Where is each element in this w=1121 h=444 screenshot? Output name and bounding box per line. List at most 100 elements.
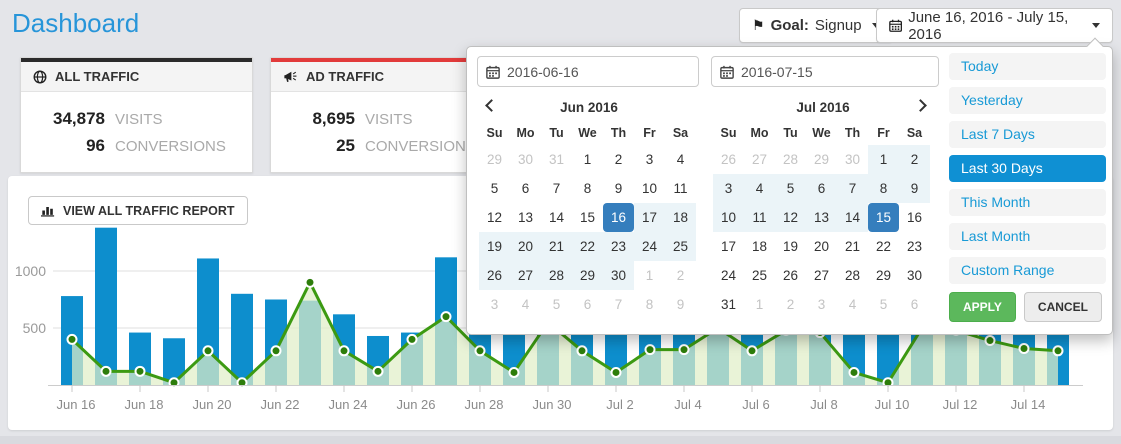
day-cell[interactable]: 8	[645, 297, 654, 312]
goal-dropdown[interactable]: ⚑ Goal: Signup	[739, 8, 893, 43]
day-cell[interactable]: 12	[486, 210, 503, 225]
date-range-dropdown[interactable]: June 16, 2016 - July 15, 2016	[876, 8, 1113, 43]
day-cell[interactable]: 2	[899, 145, 930, 174]
point-Jul 3[interactable]	[644, 344, 656, 356]
day-cell[interactable]: 7	[837, 174, 868, 203]
day-cell[interactable]: 8	[583, 181, 592, 196]
day-cell[interactable]: 19	[479, 232, 510, 261]
point-Jun 25[interactable]	[372, 365, 384, 377]
day-cell[interactable]: 25	[751, 268, 768, 283]
day-cell[interactable]: 10	[641, 181, 658, 196]
day-cell[interactable]: 3	[645, 152, 654, 167]
day-cell[interactable]: 23	[906, 239, 923, 254]
apply-button[interactable]: APPLY	[949, 292, 1016, 322]
day-cell[interactable]: 26	[782, 268, 799, 283]
day-cell[interactable]: 11	[744, 203, 775, 232]
point-Jun 23[interactable]	[304, 276, 316, 288]
point-Jun 19[interactable]	[168, 377, 180, 389]
day-cell[interactable]: 15	[868, 203, 899, 232]
point-Jun 16[interactable]	[66, 333, 78, 345]
next-month-button[interactable]	[914, 99, 927, 112]
preset-last-month[interactable]: Last Month	[949, 223, 1106, 250]
day-cell[interactable]: 2	[614, 152, 623, 167]
point-Jun 26[interactable]	[406, 333, 418, 345]
day-cell[interactable]: 5	[879, 297, 888, 312]
day-cell[interactable]: 31	[548, 152, 565, 167]
day-cell[interactable]: 2	[676, 268, 685, 283]
day-cell[interactable]: 1	[868, 145, 899, 174]
day-cell[interactable]: 7	[552, 181, 561, 196]
day-cell[interactable]: 29	[572, 261, 603, 290]
preset-last-7-days[interactable]: Last 7 Days	[949, 121, 1106, 148]
day-cell[interactable]: 9	[614, 181, 623, 196]
day-cell[interactable]: 24	[634, 232, 665, 261]
point-Jul 13[interactable]	[984, 335, 996, 347]
prev-month-button[interactable]	[485, 99, 498, 112]
point-Jun 21[interactable]	[236, 377, 248, 389]
point-Jun 29[interactable]	[508, 366, 520, 378]
day-cell[interactable]: 14	[837, 203, 868, 232]
day-cell[interactable]: 5	[490, 181, 499, 196]
day-cell[interactable]: 22	[572, 232, 603, 261]
cancel-button[interactable]: CANCEL	[1023, 292, 1102, 322]
point-Jun 24[interactable]	[338, 345, 350, 357]
day-cell[interactable]: 14	[548, 210, 565, 225]
day-cell[interactable]: 21	[541, 232, 572, 261]
day-cell[interactable]: 25	[665, 232, 696, 261]
day-cell[interactable]: 27	[813, 268, 830, 283]
day-cell[interactable]: 31	[720, 297, 737, 312]
point-Jul 1[interactable]	[576, 345, 588, 357]
day-cell[interactable]: 20	[510, 232, 541, 261]
preset-today[interactable]: Today	[949, 53, 1106, 80]
preset-last-30-days[interactable]: Last 30 Days	[949, 155, 1106, 182]
day-cell[interactable]: 16	[603, 203, 634, 232]
day-cell[interactable]: 9	[676, 297, 685, 312]
point-Jun 28[interactable]	[474, 345, 486, 357]
day-cell[interactable]: 12	[775, 203, 806, 232]
day-cell[interactable]: 1	[755, 297, 764, 312]
point-Jul 2[interactable]	[610, 366, 622, 378]
day-cell[interactable]: 29	[813, 152, 830, 167]
day-cell[interactable]: 30	[517, 152, 534, 167]
day-cell[interactable]: 26	[720, 152, 737, 167]
day-cell[interactable]: 4	[744, 174, 775, 203]
day-cell[interactable]: 10	[713, 203, 744, 232]
preset-yesterday[interactable]: Yesterday	[949, 87, 1106, 114]
day-cell[interactable]: 22	[875, 239, 892, 254]
day-cell[interactable]: 29	[486, 152, 503, 167]
point-Jul 9[interactable]	[848, 366, 860, 378]
day-cell[interactable]: 1	[583, 152, 592, 167]
day-cell[interactable]: 6	[806, 174, 837, 203]
day-cell[interactable]: 4	[521, 297, 530, 312]
preset-this-month[interactable]: This Month	[949, 189, 1106, 216]
day-cell[interactable]: 6	[910, 297, 919, 312]
day-cell[interactable]: 27	[751, 152, 768, 167]
bar-Jun 20[interactable]	[197, 258, 219, 385]
day-cell[interactable]: 27	[510, 261, 541, 290]
bar-Jun 21[interactable]	[231, 293, 253, 385]
day-cell[interactable]: 7	[614, 297, 623, 312]
point-Jun 18[interactable]	[134, 365, 146, 377]
day-cell[interactable]: 1	[645, 268, 654, 283]
bar-Jun 17[interactable]	[95, 227, 117, 385]
point-Jul 14[interactable]	[1018, 343, 1030, 355]
day-cell[interactable]: 2	[786, 297, 795, 312]
day-cell[interactable]: 15	[579, 210, 596, 225]
day-cell[interactable]: 4	[848, 297, 857, 312]
day-cell[interactable]: 28	[782, 152, 799, 167]
day-cell[interactable]: 5	[552, 297, 561, 312]
day-cell[interactable]: 23	[603, 232, 634, 261]
day-cell[interactable]: 13	[806, 203, 837, 232]
day-cell[interactable]: 3	[713, 174, 744, 203]
day-cell[interactable]: 26	[479, 261, 510, 290]
day-cell[interactable]: 18	[751, 239, 768, 254]
start-date-input[interactable]: 2016-06-16	[477, 56, 699, 87]
end-date-input[interactable]: 2016-07-15	[711, 56, 939, 87]
day-cell[interactable]: 8	[868, 174, 899, 203]
point-Jun 20[interactable]	[202, 345, 214, 357]
day-cell[interactable]: 4	[676, 152, 685, 167]
point-Jul 6[interactable]	[746, 345, 758, 357]
view-all-traffic-report-button[interactable]: VIEW ALL TRAFFIC REPORT	[28, 196, 248, 225]
point-Jul 4[interactable]	[678, 344, 690, 356]
day-cell[interactable]: 18	[665, 203, 696, 232]
